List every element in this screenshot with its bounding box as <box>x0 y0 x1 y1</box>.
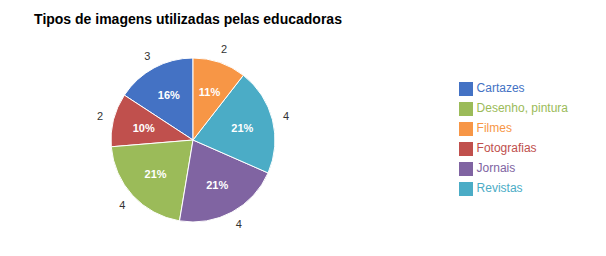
html-text:Fotografias: Fotografias <box>476 141 537 155</box>
svg-text:4: 4 <box>283 110 289 122</box>
svg-text:11%: 11% <box>199 86 221 98</box>
html-text:Revistas: Revistas <box>476 181 523 195</box>
html-text:Tipos de imagens utilizadas pe: Tipos de imagens utilizadas pelas educad… <box>34 11 342 27</box>
svg-text:2: 2 <box>221 43 227 55</box>
svg-text:4: 4 <box>236 218 242 230</box>
html-text:Desenho, pintura: Desenho, pintura <box>476 101 568 115</box>
svg-text:16%: 16% <box>158 89 180 101</box>
svg-text:10%: 10% <box>133 122 155 134</box>
html-text:Filmes: Filmes <box>476 121 512 135</box>
html-text:Cartazes: Cartazes <box>476 81 525 95</box>
svg-text:2: 2 <box>97 110 103 122</box>
svg-text:3: 3 <box>144 50 150 62</box>
html-text:Jornais: Jornais <box>476 161 516 175</box>
svg-text:21%: 21% <box>231 122 253 134</box>
svg-text:21%: 21% <box>206 179 228 191</box>
svg-text:4: 4 <box>119 199 125 211</box>
svg-text:21%: 21% <box>145 168 167 180</box>
